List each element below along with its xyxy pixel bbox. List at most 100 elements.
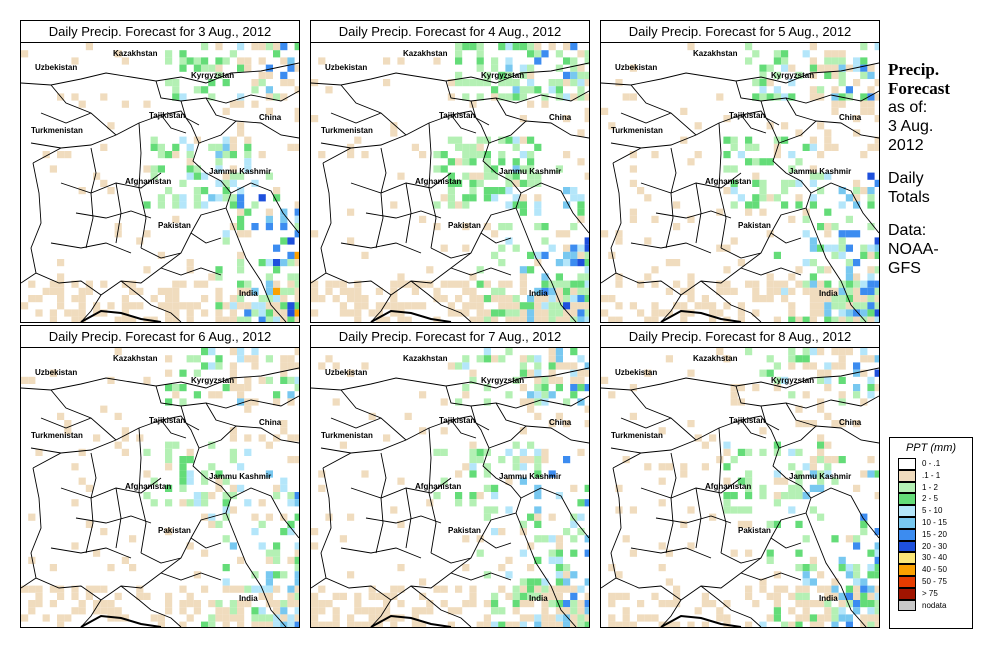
precip-map: Uzbekistan Kazakhstan Kyrgyzstan Tajikistan… [21, 348, 299, 627]
country-label-kazakhstan: Kazakhstan [693, 49, 738, 58]
legend-item: nodata [890, 599, 972, 612]
country-label-india: India [819, 289, 838, 298]
legend-swatch [898, 587, 916, 600]
country-label-uzbekistan: Uzbekistan [325, 63, 368, 72]
country-label-turkmenistan: Turkmenistan [31, 431, 83, 440]
country-label-kazakhstan: Kazakhstan [403, 49, 448, 58]
precip-map: Uzbekistan Kazakhstan Kyrgyzstan Tajikistan… [601, 43, 879, 322]
legend-swatch [898, 458, 916, 470]
country-label-kyrgyzstan: Kyrgyzstan [771, 376, 815, 385]
legend-swatch [898, 493, 916, 506]
forecast-panel: Daily Precip. Forecast for 5 Aug., 2012 U… [600, 20, 880, 323]
country-label-tajikistan: Tajikistan [729, 111, 766, 120]
country-label-pakistan: Pakistan [448, 221, 481, 230]
legend-label: .1 - 1 [922, 470, 941, 480]
legend: PPT (mm) 0 - .1 .1 - 1 1 - 2 2 - 5 5 - 10 10 … [889, 437, 973, 629]
panel-title: Daily Precip. Forecast for 4 Aug., 2012 [311, 21, 589, 43]
legend-item: 50 - 75 [890, 575, 972, 588]
legend-item: 40 - 50 [890, 564, 972, 576]
legend-swatch [898, 516, 916, 529]
country-label-uzbekistan: Uzbekistan [35, 368, 78, 377]
country-label-turkmenistan: Turkmenistan [611, 126, 663, 135]
country-label-pakistan: Pakistan [158, 526, 191, 535]
country-label-turkmenistan: Turkmenistan [321, 126, 373, 135]
legend-label: 1 - 2 [922, 482, 939, 492]
panel-title: Daily Precip. Forecast for 8 Aug., 2012 [601, 326, 879, 348]
legend-item: 30 - 40 [890, 552, 972, 565]
country-label-uzbekistan: Uzbekistan [615, 63, 658, 72]
country-label-jammu-kashmir: Jammu Kashmir [209, 472, 272, 481]
forecast-panel: Daily Precip. Forecast for 7 Aug., 2012 U… [310, 325, 590, 628]
country-label-india: India [529, 594, 548, 603]
legend-label: > 75 [922, 588, 938, 598]
forecast-panel: Daily Precip. Forecast for 4 Aug., 2012 U… [310, 20, 590, 323]
country-label-pakistan: Pakistan [448, 526, 481, 535]
country-label-china: China [259, 418, 282, 427]
country-label-afghanistan: Afghanistan [705, 177, 752, 186]
precip-map: Uzbekistan Kazakhstan Kyrgyzstan Tajikistan… [601, 348, 879, 627]
map-canvas [311, 43, 589, 322]
precip-map: Uzbekistan Kazakhstan Kyrgyzstan Tajikistan… [311, 348, 589, 627]
country-label-uzbekistan: Uzbekistan [35, 63, 78, 72]
country-label-pakistan: Pakistan [738, 221, 771, 230]
country-label-uzbekistan: Uzbekistan [325, 368, 368, 377]
country-label-kazakhstan: Kazakhstan [693, 354, 738, 363]
country-label-jammu-kashmir: Jammu Kashmir [789, 472, 852, 481]
country-label-tajikistan: Tajikistan [149, 416, 186, 425]
country-label-afghanistan: Afghanistan [705, 482, 752, 491]
country-label-afghanistan: Afghanistan [415, 482, 462, 491]
country-label-china: China [549, 113, 572, 122]
country-label-jammu-kashmir: Jammu Kashmir [499, 472, 562, 481]
side-info: Precip. Forecast as of: 3 Aug. 2012 Dail… [888, 60, 978, 278]
legend-item: 10 - 15 [890, 516, 972, 529]
country-label-uzbekistan: Uzbekistan [615, 368, 658, 377]
country-label-kyrgyzstan: Kyrgyzstan [771, 71, 815, 80]
side-title-line2: Forecast [888, 79, 950, 98]
legend-label: 5 - 10 [922, 506, 943, 516]
country-label-kazakhstan: Kazakhstan [113, 49, 158, 58]
legend-label: nodata [922, 600, 947, 610]
country-label-afghanistan: Afghanistan [125, 482, 172, 491]
map-canvas [601, 43, 879, 322]
legend-label: 15 - 20 [922, 529, 947, 539]
legend-item: 15 - 20 [890, 528, 972, 541]
country-label-india: India [239, 594, 258, 603]
legend-item: .1 - 1 [890, 469, 972, 482]
panel-title: Daily Precip. Forecast for 6 Aug., 2012 [21, 326, 299, 348]
country-label-india: India [819, 594, 838, 603]
legend-label: 30 - 40 [922, 553, 947, 563]
legend-swatch [898, 469, 916, 482]
country-label-turkmenistan: Turkmenistan [611, 431, 663, 440]
data-source-line1: NOAA- [888, 241, 939, 258]
country-label-china: China [839, 418, 862, 427]
country-label-kyrgyzstan: Kyrgyzstan [481, 71, 525, 80]
data-source-line2: GFS [888, 260, 921, 277]
panel-title: Daily Precip. Forecast for 7 Aug., 2012 [311, 326, 589, 348]
as-of-year: 2012 [888, 137, 924, 154]
legend-swatch [898, 564, 916, 576]
country-label-china: China [549, 418, 572, 427]
country-label-afghanistan: Afghanistan [415, 177, 462, 186]
legend-swatch [898, 528, 916, 541]
legend-item: > 75 [890, 587, 972, 600]
map-canvas [21, 43, 299, 322]
country-label-tajikistan: Tajikistan [439, 416, 476, 425]
precip-map: Uzbekistan Kazakhstan Kyrgyzstan Tajikistan… [311, 43, 589, 322]
panel-title: Daily Precip. Forecast for 5 Aug., 2012 [601, 21, 879, 43]
country-label-india: India [529, 289, 548, 298]
legend-title: PPT (mm) [905, 442, 957, 454]
legend-swatch [898, 552, 916, 565]
country-label-turkmenistan: Turkmenistan [321, 431, 373, 440]
country-label-jammu-kashmir: Jammu Kashmir [209, 167, 272, 176]
legend-item: 5 - 10 [890, 505, 972, 517]
precip-map: Uzbekistan Kazakhstan Kyrgyzstan Tajikistan… [21, 43, 299, 322]
data-source-label: Data: [888, 222, 927, 239]
legend-item: 1 - 2 [890, 481, 972, 494]
country-label-kazakhstan: Kazakhstan [113, 354, 158, 363]
country-label-turkmenistan: Turkmenistan [31, 126, 83, 135]
legend-rows: 0 - .1 .1 - 1 1 - 2 2 - 5 5 - 10 10 - 15 15 - … [890, 458, 972, 612]
legend-item: 20 - 30 [890, 540, 972, 553]
country-label-china: China [259, 113, 282, 122]
map-canvas [311, 348, 589, 627]
country-label-pakistan: Pakistan [158, 221, 191, 230]
